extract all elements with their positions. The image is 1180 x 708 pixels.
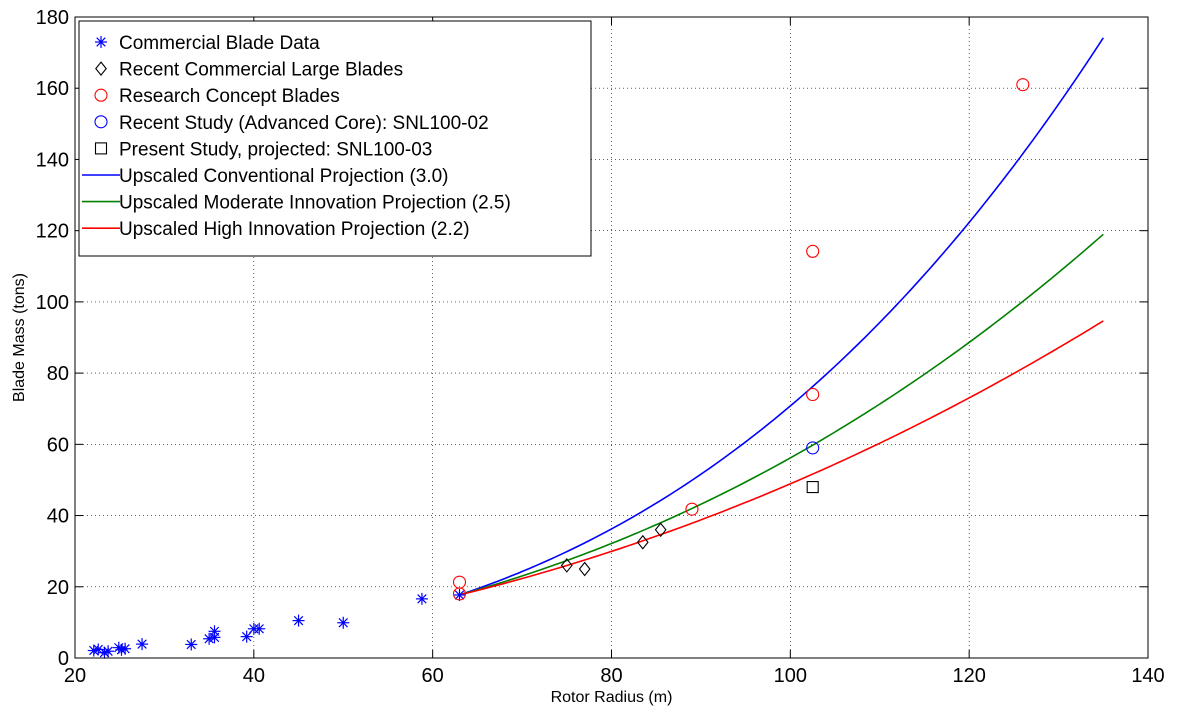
y-tick-label: 80 — [47, 363, 69, 385]
data-point-series-0 — [453, 588, 466, 601]
curves — [459, 37, 1104, 596]
series-line-5 — [459, 37, 1104, 596]
legend-box — [78, 20, 592, 257]
data-point-series-0 — [415, 592, 428, 605]
data-point-series-0 — [92, 643, 105, 656]
legend-label-6: Upscaled Moderate Innovation Projection … — [119, 193, 511, 214]
data-point-series-0 — [253, 622, 266, 635]
legend-label-0: Commercial Blade Data — [119, 33, 320, 54]
y-tick-label: 100 — [36, 292, 69, 314]
data-point-series-2 — [452, 575, 467, 589]
legend-swatch-0 — [95, 36, 107, 48]
grid — [75, 17, 1148, 658]
x-tick-label: 20 — [64, 665, 86, 687]
data-point-series-0 — [185, 638, 198, 651]
y-tick-label: 40 — [47, 506, 69, 528]
data-point-series-0 — [102, 645, 115, 658]
series-line-7 — [459, 320, 1104, 596]
data-point-series-1 — [654, 522, 667, 538]
legend-swatch-1 — [95, 61, 107, 76]
series-line-6 — [459, 233, 1104, 596]
x-tick-label: 80 — [600, 665, 622, 687]
legend-swatch-3 — [94, 115, 108, 129]
x-tick-label: 40 — [243, 665, 265, 687]
data-point-series-1 — [636, 534, 649, 550]
x-tick-label: 60 — [422, 665, 444, 687]
y-tick-label: 160 — [36, 78, 69, 100]
legend-label-5: Upscaled Conventional Projection (3.0) — [119, 166, 449, 187]
data-point-series-2 — [685, 502, 699, 516]
y-tick-label: 60 — [47, 434, 69, 456]
y-axis-label: Blade Mass (tons) — [11, 273, 28, 402]
legend-label-2: Research Concept Blades — [119, 86, 340, 107]
legend-label-1: Recent Commercial Large Blades — [119, 60, 403, 81]
data-point-series-0 — [208, 631, 221, 644]
legend-label-4: Present Study, projected: SNL100-03 — [119, 139, 432, 160]
legend-label-3: Recent Study (Advanced Core): SNL100-02 — [119, 113, 489, 134]
data-point-series-1 — [578, 561, 591, 577]
data-point-series-1 — [560, 558, 573, 573]
data-point-series-0 — [203, 632, 216, 645]
data-point-series-2 — [452, 587, 467, 601]
data-point-series-2 — [806, 387, 820, 402]
legend-label-7: Upscaled High Innovation Projection (2.2… — [119, 219, 470, 240]
data-point-series-0 — [240, 630, 253, 643]
data-point-series-2 — [1016, 78, 1030, 92]
legend-swatch-4 — [94, 142, 108, 155]
x-axis-label: Rotor Radius (m) — [551, 689, 673, 706]
data-point-series-0 — [136, 638, 149, 651]
x-tick-label: 120 — [952, 665, 985, 687]
x-tick-label: 140 — [1131, 665, 1164, 687]
y-tick-label: 120 — [36, 221, 69, 243]
data-point-series-3 — [806, 441, 820, 455]
data-point-series-2 — [806, 244, 820, 258]
legend: Commercial Blade Data Recent Commercial L… — [78, 20, 592, 257]
markers — [87, 78, 1030, 659]
data-point-series-4 — [806, 481, 819, 494]
data-point-series-0 — [337, 616, 350, 629]
y-tick-label: 0 — [58, 648, 69, 670]
y-tick-label: 140 — [36, 149, 69, 171]
legend-swatch-2 — [94, 88, 108, 102]
ticks: 20 40 60 80 100 120 14002040608010012014016018… — [36, 7, 1165, 687]
data-point-series-0 — [119, 642, 132, 655]
y-tick-label: 20 — [47, 577, 69, 599]
x-tick-label: 100 — [774, 665, 807, 687]
data-point-series-0 — [292, 614, 305, 627]
y-tick-label: 180 — [36, 7, 69, 29]
